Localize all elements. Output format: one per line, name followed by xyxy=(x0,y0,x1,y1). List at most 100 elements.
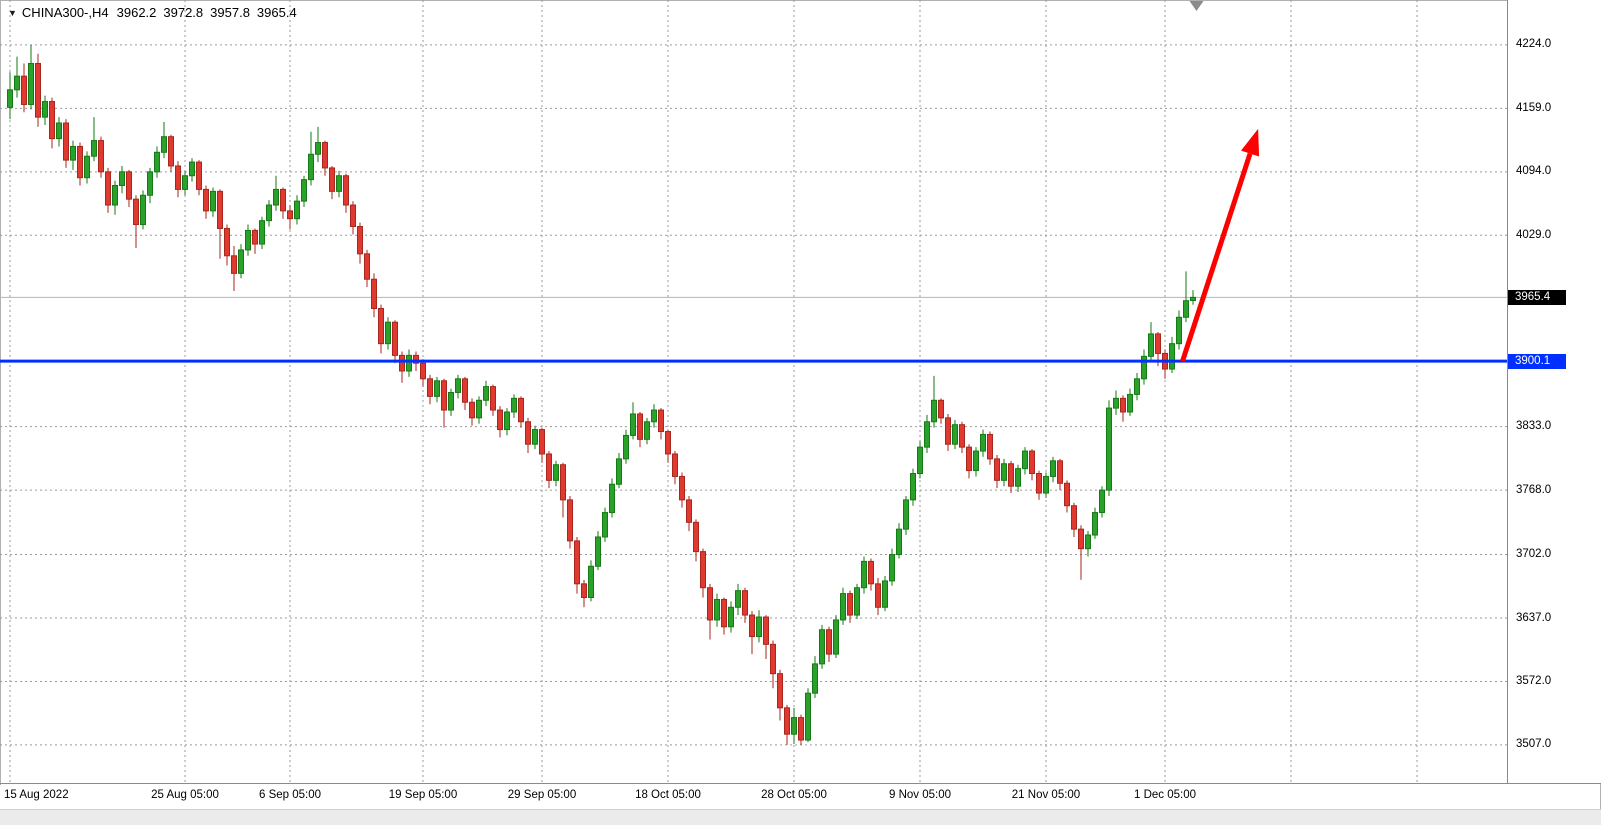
candle-body xyxy=(875,583,881,608)
candle-body xyxy=(350,204,356,228)
candle-body xyxy=(42,101,48,118)
candle-body xyxy=(1057,460,1063,484)
candle-body xyxy=(812,663,818,694)
candle-body xyxy=(322,142,328,169)
candle-body xyxy=(945,417,951,445)
time-tick-label: 28 Oct 05:00 xyxy=(761,789,827,801)
candle-body xyxy=(406,354,412,372)
candle-body xyxy=(476,399,482,419)
candle-body xyxy=(49,101,55,140)
candle-body xyxy=(91,140,97,157)
chart-shift-marker-icon[interactable] xyxy=(1189,1,1204,11)
candle-body xyxy=(280,188,286,212)
candle-body xyxy=(938,399,944,419)
candle-body xyxy=(140,194,146,226)
candle-body xyxy=(182,175,188,190)
candle-body xyxy=(826,629,832,655)
hline-price-badge: 3900.1 xyxy=(1508,353,1566,369)
candle-body xyxy=(623,434,629,460)
candle-body xyxy=(84,155,90,179)
time-tick-label: 25 Aug 05:00 xyxy=(151,789,219,801)
candle-body xyxy=(728,606,734,628)
ohlc-high: 3972.8 xyxy=(163,5,204,20)
time-tick-label: 19 Sep 05:00 xyxy=(388,789,458,801)
price-scale[interactable]: 3965.4 3900.1 4224.0 4159.0 4094.0 4029.0 38… xyxy=(1508,0,1601,783)
candle-body xyxy=(714,598,720,621)
candle-body xyxy=(21,75,27,105)
candle-body xyxy=(847,593,853,616)
candle-body xyxy=(154,151,160,173)
candle-body xyxy=(1155,333,1161,354)
symbol-dropdown-icon[interactable]: ▼ xyxy=(8,7,17,18)
candle-body xyxy=(357,226,363,255)
candle-body xyxy=(1029,450,1035,475)
candle-body xyxy=(1127,393,1133,413)
time-tick-label: 15 Aug 2022 xyxy=(4,789,69,801)
candle-body xyxy=(1022,450,1028,470)
candle-body xyxy=(546,453,552,481)
candle-body xyxy=(903,499,909,530)
candle-body xyxy=(1078,528,1084,550)
time-tick-label: 6 Sep 05:00 xyxy=(258,789,322,801)
candle-body xyxy=(595,536,601,567)
symbol-info: ▼ CHINA300-,H4 3962.2 3972.8 3957.8 3965… xyxy=(8,5,304,20)
candle-body xyxy=(1190,296,1196,302)
candle-body xyxy=(630,413,636,436)
candle-body xyxy=(343,175,349,206)
candle-body xyxy=(700,551,706,589)
price-tick-label: 4094.0 xyxy=(1516,165,1552,178)
candle-body xyxy=(749,614,755,638)
candle-body xyxy=(854,587,860,616)
candle-body xyxy=(553,464,559,481)
trend-arrow-shaft[interactable] xyxy=(1180,152,1253,363)
candle-body xyxy=(763,616,769,645)
candle-body xyxy=(1050,460,1056,477)
candle-body xyxy=(665,431,671,455)
candle-body xyxy=(14,75,20,91)
price-tick-label: 3572.0 xyxy=(1516,674,1552,687)
candle-body xyxy=(917,446,923,475)
candle-body xyxy=(840,593,846,621)
candle-body xyxy=(1176,316,1182,345)
time-scale[interactable]: 15 Aug 2022 25 Aug 05:00 6 Sep 05:00 19 Sep… xyxy=(0,785,1507,809)
candle-body xyxy=(315,142,321,155)
candle-body xyxy=(126,171,132,200)
candle-body xyxy=(1015,468,1021,487)
window-bottom-strip xyxy=(0,809,1601,825)
candle-body xyxy=(119,171,125,186)
candle-body xyxy=(777,673,783,709)
candle-body xyxy=(252,229,258,245)
candle-body xyxy=(462,378,468,403)
chart-plot[interactable] xyxy=(0,0,1507,783)
trend-arrow-head[interactable] xyxy=(1241,128,1260,157)
price-tick-label: 3637.0 xyxy=(1516,611,1552,624)
candle-body xyxy=(133,198,139,226)
time-tick-label: 21 Nov 05:00 xyxy=(1011,789,1081,801)
candle-body xyxy=(924,421,930,448)
candle-body xyxy=(483,386,489,401)
candle-body xyxy=(336,175,342,192)
candle-body xyxy=(588,565,594,599)
candle-body xyxy=(161,136,167,153)
candle-body xyxy=(1092,512,1098,536)
candle-body xyxy=(651,409,657,423)
candle-body xyxy=(329,167,335,192)
candle-body xyxy=(658,409,664,433)
candle-body xyxy=(63,122,69,161)
candle-body xyxy=(679,475,685,501)
candle-body xyxy=(525,421,531,445)
candle-body xyxy=(294,200,300,220)
candle-body xyxy=(203,188,209,212)
candle-body xyxy=(980,433,986,452)
candle-body xyxy=(609,483,615,514)
candle-body xyxy=(1099,489,1105,514)
candle-body xyxy=(308,153,314,181)
time-tick-label: 9 Nov 05:00 xyxy=(888,789,952,801)
candle-body xyxy=(266,204,272,222)
time-scale-separator xyxy=(0,783,1601,784)
candle-body xyxy=(385,321,391,345)
candle-body xyxy=(1148,333,1154,357)
current-price-badge: 3965.4 xyxy=(1508,289,1566,305)
candle-body xyxy=(112,184,118,206)
